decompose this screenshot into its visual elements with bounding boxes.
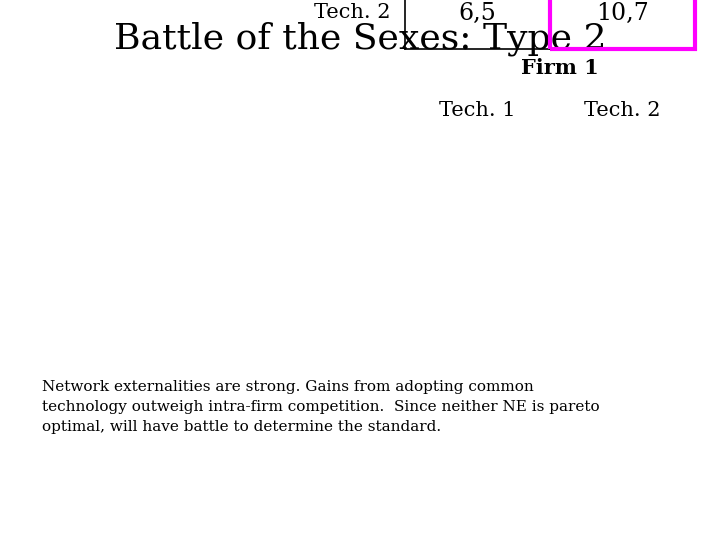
Text: Tech. 2: Tech. 2 — [313, 3, 390, 23]
Text: Firm 1: Firm 1 — [521, 58, 599, 78]
Text: Network externalities are strong. Gains from adopting common
technology outweigh: Network externalities are strong. Gains … — [42, 380, 600, 434]
Text: 6,5: 6,5 — [459, 2, 496, 24]
Text: Tech. 2: Tech. 2 — [584, 100, 661, 119]
Bar — [550, 0, 695, 49]
Text: Tech. 1: Tech. 1 — [439, 100, 516, 119]
Text: 10,7: 10,7 — [596, 2, 649, 24]
Text: Battle of the Sexes: Type 2: Battle of the Sexes: Type 2 — [114, 22, 606, 57]
